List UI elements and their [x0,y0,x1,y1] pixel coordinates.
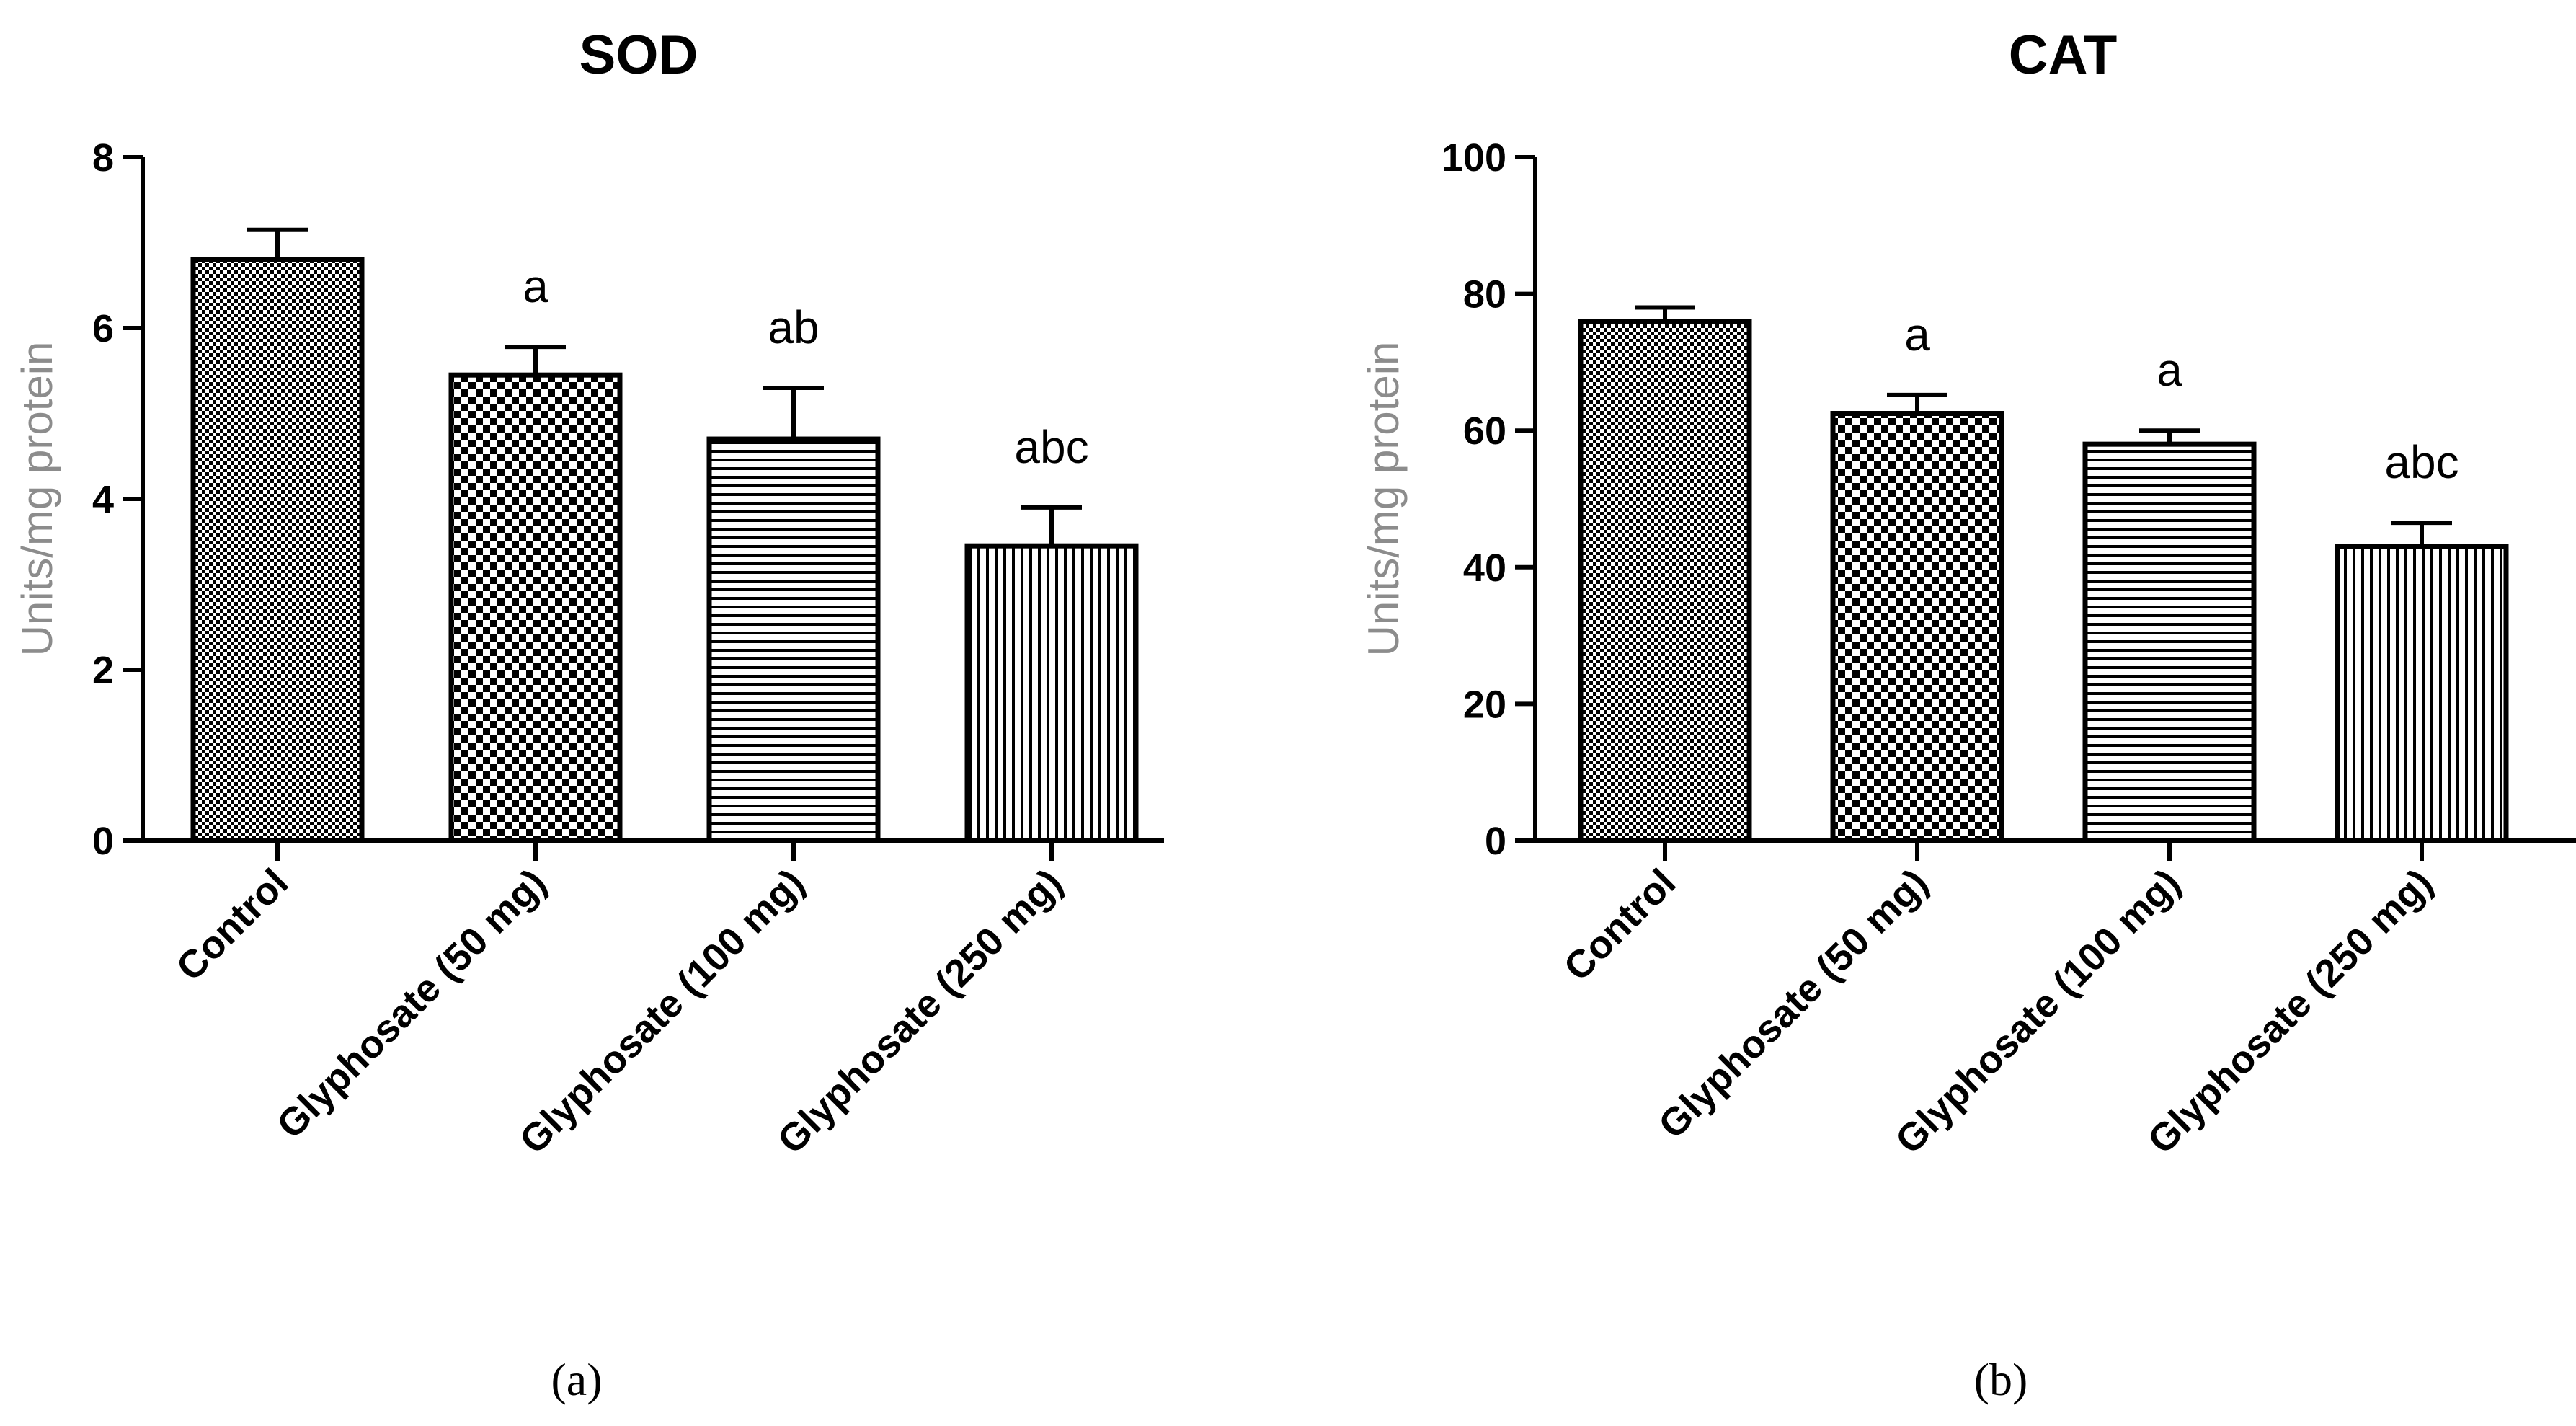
category-label: Glyphosate (100 mg) [1887,861,2188,1162]
chart-panel-sod: SOD Units/mg protein 0 2 4 6 8 Control a Glyphosa… [13,25,1164,1405]
y-tick-label: 4 [92,478,114,521]
y-tick-label: 80 [1463,273,1506,316]
category-label: Glyphosate (250 mg) [2139,861,2440,1162]
y-tick-label: 100 [1442,136,1506,180]
y-tick-label: 8 [92,136,114,180]
significance-label: abc [1014,421,1088,473]
y-tick-label: 40 [1463,546,1506,590]
bar [190,257,365,843]
category-label: Glyphosate (100 mg) [511,861,812,1162]
chart-panel-cat: CAT Units/mg protein 0 20 40 60 80 100 Control a G… [1359,25,2576,1405]
category-label: Control [1555,861,1684,989]
y-tick-label: 2 [92,649,114,692]
significance-label: a [523,260,548,312]
y-axis-label: Units/mg protein [1359,342,1408,657]
y-tick-label: 0 [92,820,114,863]
chart-title: CAT [2009,25,2118,86]
bar [964,543,1139,843]
bar [2082,441,2257,843]
category-label: Glyphosate (250 mg) [769,861,1070,1162]
chart-title: SOD [579,25,698,86]
bar [706,436,881,843]
significance-label: a [1904,309,1930,360]
category-label: Glyphosate (50 mg) [1651,861,1937,1147]
significance-label: ab [768,301,819,353]
bar [1830,411,2004,843]
panel-label: (b) [1974,1354,2028,1405]
y-tick-label: 20 [1463,683,1506,726]
bar [2335,544,2509,843]
category-label: Control [168,861,296,989]
category-label: Glyphosate (50 mg) [269,861,555,1147]
panel-label: (a) [551,1354,602,1405]
y-tick-label: 0 [1485,820,1506,863]
significance-label: abc [2384,436,2459,488]
bar [448,372,623,843]
significance-label: a [2157,344,2182,396]
bar [1578,319,1752,843]
y-tick-label: 60 [1463,409,1506,453]
y-axis-label: Units/mg protein [13,342,61,657]
y-tick-label: 6 [92,307,114,350]
